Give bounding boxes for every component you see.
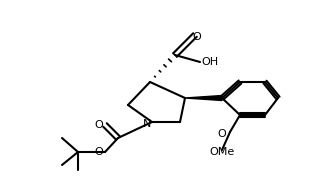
Text: O: O <box>193 32 201 42</box>
Text: O: O <box>95 147 103 157</box>
Polygon shape <box>185 95 222 100</box>
Text: OMe: OMe <box>209 147 235 157</box>
Text: O: O <box>217 129 226 139</box>
Text: OH: OH <box>201 57 218 67</box>
Text: N: N <box>143 119 151 129</box>
Text: O: O <box>95 120 103 130</box>
